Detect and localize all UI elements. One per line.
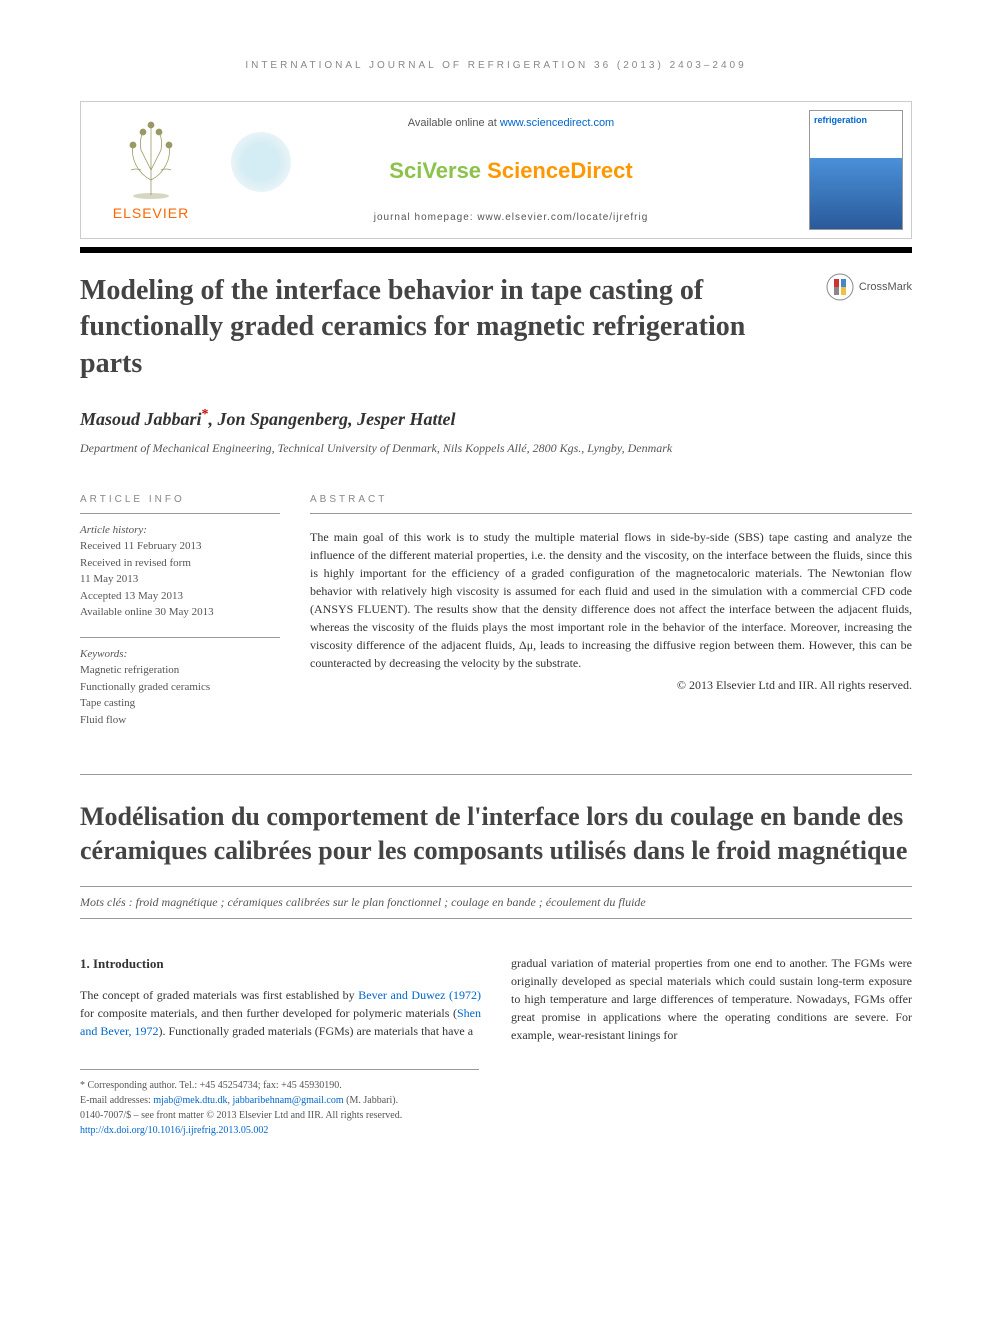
crossmark-badge[interactable]: CrossMark — [826, 273, 912, 301]
history-label: Article history: — [80, 522, 280, 539]
sciverse-text-green: SciVerse — [389, 158, 487, 183]
email-suffix: (M. Jabbari). — [344, 1095, 398, 1106]
intro-text-2: for composite materials, and then furthe… — [80, 1006, 457, 1020]
sciverse-text-orange: ScienceDirect — [487, 158, 633, 183]
authors-line: Masoud Jabbari*, Jon Spangenberg, Jesper… — [80, 407, 912, 430]
elsevier-logo-block: ELSEVIER — [81, 102, 221, 238]
abstract-text: The main goal of this work is to study t… — [310, 528, 912, 672]
intro-text-3: ). Functionally graded materials (FGMs) … — [159, 1024, 474, 1038]
intro-paragraph-right: gradual variation of material properties… — [511, 954, 912, 1044]
email-1[interactable]: mjab@mek.dtu.dk — [153, 1095, 227, 1106]
article-history-block: Article history: Received 11 February 20… — [80, 513, 280, 621]
history-received: Received 11 February 2013 — [80, 538, 280, 555]
history-revised-2: 11 May 2013 — [80, 571, 280, 588]
journal-cover-thumbnail: refrigeration — [809, 110, 903, 230]
email-line: E-mail addresses: mjab@mek.dtu.dk, jabba… — [80, 1093, 479, 1108]
journal-homepage: journal homepage: www.elsevier.com/locat… — [374, 212, 649, 223]
affiliation: Department of Mechanical Engineering, Te… — [80, 440, 912, 457]
keywords-label: Keywords: — [80, 646, 280, 663]
sciverse-logo: SciVerse ScienceDirect — [389, 158, 632, 184]
body-column-right: gradual variation of material properties… — [511, 954, 912, 1044]
abstract-heading: ABSTRACT — [310, 492, 912, 507]
abstract-block: The main goal of this work is to study t… — [310, 513, 912, 694]
intro-paragraph-left: The concept of graded materials was firs… — [80, 986, 481, 1040]
history-online: Available online 30 May 2013 — [80, 604, 280, 621]
corresponding-asterisk: * — [202, 407, 209, 422]
crossmark-label: CrossMark — [859, 281, 912, 293]
header-center: Available online at www.sciencedirect.co… — [221, 102, 801, 238]
intro-text-1: The concept of graded materials was firs… — [80, 988, 358, 1002]
elsevier-tree-icon — [111, 120, 191, 200]
elsevier-label: ELSEVIER — [113, 205, 189, 221]
body-column-left: 1. Introduction The concept of graded ma… — [80, 954, 481, 1044]
info-abstract-row: ARTICLE INFO Article history: Received 1… — [80, 492, 912, 745]
mots-cles: Mots clés : froid magnétique ; céramique… — [80, 886, 912, 919]
running-head: INTERNATIONAL JOURNAL OF REFRIGERATION 3… — [80, 60, 912, 71]
history-revised-1: Received in revised form — [80, 555, 280, 572]
keywords-block: Keywords: Magnetic refrigeration Functio… — [80, 637, 280, 729]
corresponding-author-note: * Corresponding author. Tel.: +45 452547… — [80, 1078, 479, 1093]
sciencedirect-link[interactable]: www.sciencedirect.com — [500, 117, 614, 129]
history-accepted: Accepted 13 May 2013 — [80, 588, 280, 605]
journal-header-box: ELSEVIER Available online at www.science… — [80, 101, 912, 239]
body-columns: 1. Introduction The concept of graded ma… — [80, 954, 912, 1044]
french-title: Modélisation du comportement de l'interf… — [80, 800, 912, 868]
keyword-1: Magnetic refrigeration — [80, 662, 280, 679]
black-separator-bar — [80, 247, 912, 253]
iif-badge-icon — [231, 132, 291, 192]
available-prefix: Available online at — [408, 117, 500, 129]
issn-line: 0140-7007/$ – see front matter © 2013 El… — [80, 1108, 479, 1123]
article-info-heading: ARTICLE INFO — [80, 492, 280, 507]
divider-1 — [80, 774, 912, 775]
author-1: Masoud Jabbari — [80, 409, 202, 429]
email-2[interactable]: jabbaribehnam@gmail.com — [233, 1095, 344, 1106]
journal-cover-block: refrigeration — [801, 102, 911, 238]
author-3: Jesper Hattel — [357, 409, 455, 429]
abstract-copyright: © 2013 Elsevier Ltd and IIR. All rights … — [310, 676, 912, 694]
footnotes: * Corresponding author. Tel.: +45 452547… — [80, 1069, 479, 1138]
available-online-line: Available online at www.sciencedirect.co… — [408, 117, 614, 129]
title-row: Modeling of the interface behavior in ta… — [80, 273, 912, 382]
article-title: Modeling of the interface behavior in ta… — [80, 273, 806, 382]
journal-cover-title: refrigeration — [814, 115, 898, 125]
keyword-2: Functionally graded ceramics — [80, 679, 280, 696]
ref-bever-duwez[interactable]: Bever and Duwez (1972) — [358, 988, 481, 1002]
crossmark-icon — [826, 273, 854, 301]
keyword-4: Fluid flow — [80, 712, 280, 729]
section-1-heading: 1. Introduction — [80, 954, 481, 974]
article-info-column: ARTICLE INFO Article history: Received 1… — [80, 492, 280, 745]
doi-link[interactable]: http://dx.doi.org/10.1016/j.ijrefrig.201… — [80, 1125, 268, 1136]
keyword-3: Tape casting — [80, 695, 280, 712]
email-label: E-mail addresses: — [80, 1095, 153, 1106]
abstract-column: ABSTRACT The main goal of this work is t… — [310, 492, 912, 745]
author-2: Jon Spangenberg — [218, 409, 349, 429]
